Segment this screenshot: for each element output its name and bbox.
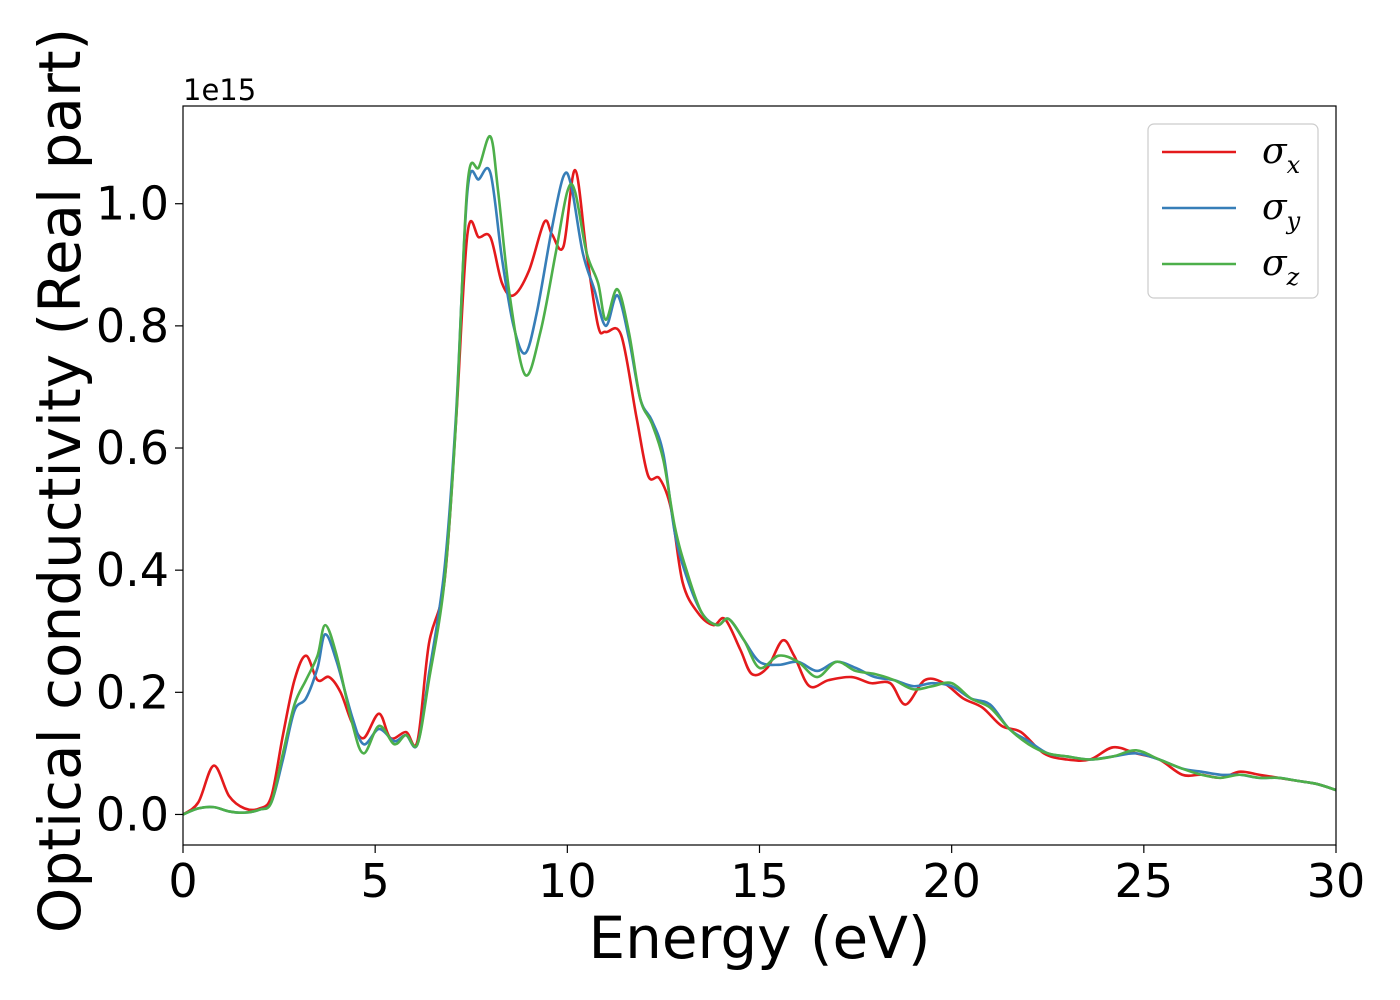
y-tick-label: 0.0 (96, 787, 169, 841)
y-tick-label: 0.2 (96, 665, 169, 719)
x-axis-ticks: 0 5 10 15 20 25 30 (168, 845, 1365, 908)
x-axis-label: Energy (eV) (588, 904, 930, 972)
y-axis-label: Optical conductivity (Real part) (26, 28, 94, 933)
y-axis-ticks: 0.0 0.2 0.4 0.6 0.8 1.0 (96, 177, 183, 841)
x-tick-label: 30 (1307, 854, 1366, 908)
x-tick-label: 25 (1115, 854, 1174, 908)
series-lines (183, 135, 1336, 816)
y-tick-label: 0.4 (96, 543, 169, 597)
y-tick-label: 1.0 (96, 177, 169, 231)
legend-box (1147, 123, 1319, 299)
x-tick-label: 15 (730, 854, 789, 908)
legend-entry-x: σx (1262, 131, 1301, 179)
y-offset-label: 1e15 (183, 73, 256, 107)
x-tick-label: 5 (361, 854, 390, 908)
legend: σx σy σz (1147, 123, 1319, 299)
legend-entry-z: σz (1262, 243, 1300, 291)
x-tick-label: 20 (922, 854, 981, 908)
y-tick-label: 0.6 (96, 421, 169, 475)
x-tick-label: 10 (538, 854, 597, 908)
series-line-z (183, 135, 1336, 816)
legend-entry-y: σy (1262, 187, 1301, 235)
y-tick-label: 0.8 (96, 299, 169, 353)
x-tick-label: 0 (168, 854, 197, 908)
